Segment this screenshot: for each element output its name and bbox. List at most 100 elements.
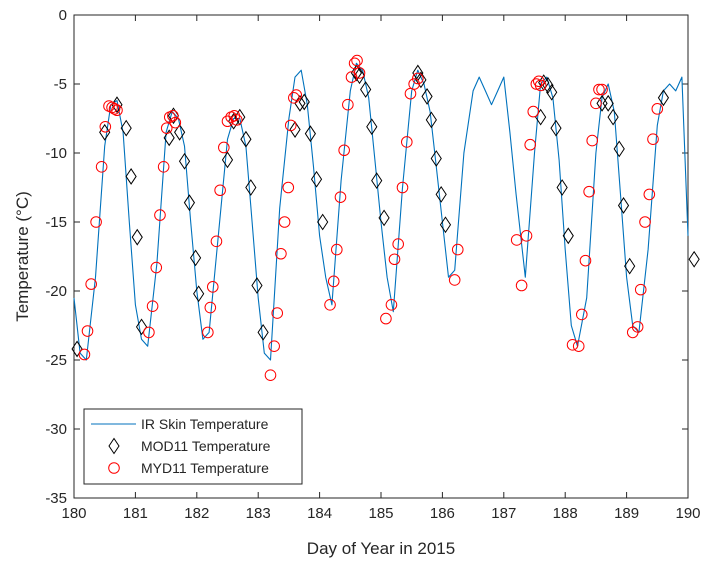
data-point-circle: [639, 216, 651, 228]
y-axis-label: Temperature (°C): [13, 191, 32, 322]
data-point-circle: [520, 230, 533, 242]
data-point-circle: [214, 184, 226, 197]
data-point-circle: [566, 339, 579, 351]
legend: IR Skin Temperature MOD11 Temperature MYD1…: [83, 408, 303, 485]
x-tick-label: 190: [675, 505, 700, 522]
legend-label: MYD11 Temperature: [141, 460, 269, 476]
data-point-circle: [634, 283, 647, 296]
y-tick-label: -35: [45, 490, 67, 507]
data-point-diamond: [135, 318, 148, 336]
data-point-diamond: [366, 118, 378, 136]
data-point-circle: [90, 216, 102, 228]
data-point-circle: [210, 235, 223, 248]
data-point-diamond: [439, 216, 452, 234]
x-tick-label: 181: [123, 505, 148, 522]
data-point-diamond: [221, 151, 234, 169]
data-point-circle: [85, 278, 97, 290]
data-point-diamond: [71, 340, 83, 358]
data-point-diamond: [350, 64, 363, 82]
data-point-circle: [448, 274, 461, 286]
data-point-circle: [99, 120, 112, 133]
data-point-diamond: [125, 168, 137, 185]
legend-circle-key: [108, 462, 120, 474]
y-tick-label: -5: [54, 76, 67, 93]
legend-box: [83, 408, 303, 485]
data-point-circle: [596, 83, 608, 96]
data-point-circle: [631, 321, 644, 333]
data-point-diamond: [193, 285, 205, 303]
data-point-circle: [327, 275, 340, 288]
data-point-circle: [167, 109, 179, 122]
data-point-circle: [334, 191, 347, 203]
data-point-circle: [264, 369, 277, 381]
data-point-circle: [206, 281, 219, 293]
data-point-diamond: [310, 170, 323, 188]
data-point-circle: [78, 348, 91, 361]
legend-label: MOD11 Temperature: [141, 438, 271, 454]
data-point-circle: [278, 216, 291, 228]
data-point-diamond: [183, 194, 196, 212]
data-point-diamond: [317, 213, 329, 231]
data-point-circle: [290, 89, 303, 101]
data-point-diamond: [688, 250, 700, 268]
data-point-circle: [348, 57, 361, 70]
data-point-circle: [524, 138, 537, 151]
data-point-circle: [388, 253, 401, 266]
data-point-circle: [527, 105, 540, 118]
data-point-circle: [575, 308, 588, 321]
data-point-circle: [284, 119, 297, 132]
data-point-circle: [324, 299, 336, 311]
data-point-circle: [351, 54, 363, 67]
y-tick-label: -30: [45, 421, 67, 438]
data-point-circle: [169, 116, 182, 129]
data-point-circle: [400, 136, 413, 148]
data-point-circle: [81, 325, 94, 337]
data-point-circle: [583, 185, 595, 198]
data-point-diamond: [425, 111, 437, 129]
data-point-circle: [338, 144, 350, 157]
x-tick-label: 182: [184, 505, 209, 522]
data-point-diamond: [378, 209, 390, 227]
data-point-circle: [572, 340, 585, 353]
data-point-circle: [268, 340, 280, 353]
x-tick-label: 185: [368, 505, 393, 522]
data-point-circle: [330, 243, 343, 256]
data-point-circle: [647, 133, 659, 145]
data-point-diamond: [245, 179, 257, 196]
data-point-diamond: [550, 119, 562, 137]
data-point-diamond: [607, 108, 619, 126]
data-point-diamond: [120, 119, 132, 137]
data-point-diamond: [542, 76, 554, 94]
data-point-circle: [218, 141, 230, 154]
data-point-circle: [146, 300, 159, 312]
data-point-circle: [385, 299, 398, 311]
data-point-diamond: [298, 93, 310, 111]
data-point-circle: [586, 134, 599, 147]
data-point-circle: [111, 104, 123, 117]
data-point-diamond: [257, 323, 269, 341]
series-layer: [71, 54, 700, 381]
data-point-circle: [380, 312, 392, 325]
data-point-circle: [396, 181, 409, 194]
data-point-diamond: [435, 185, 447, 203]
data-point-circle: [534, 79, 547, 92]
data-point-diamond: [131, 228, 143, 246]
data-point-circle: [143, 326, 155, 339]
data-point-diamond: [167, 107, 180, 125]
legend-label: IR Skin Temperature: [141, 416, 269, 432]
data-point-diamond: [657, 89, 670, 107]
data-point-circle: [590, 97, 602, 110]
data-point-circle: [108, 103, 121, 115]
data-point-circle: [282, 181, 295, 194]
data-point-diamond: [415, 71, 427, 89]
data-point-circle: [154, 209, 166, 221]
y-tick-label: -20: [45, 283, 67, 300]
data-point-circle: [392, 238, 404, 250]
data-point-diamond: [430, 150, 442, 167]
data-point-diamond: [360, 81, 372, 98]
x-tick-label: 189: [614, 505, 639, 522]
x-axis-label: Day of Year in 2015: [307, 539, 455, 558]
x-tick-label: 183: [246, 505, 271, 522]
data-point-diamond: [251, 277, 263, 294]
